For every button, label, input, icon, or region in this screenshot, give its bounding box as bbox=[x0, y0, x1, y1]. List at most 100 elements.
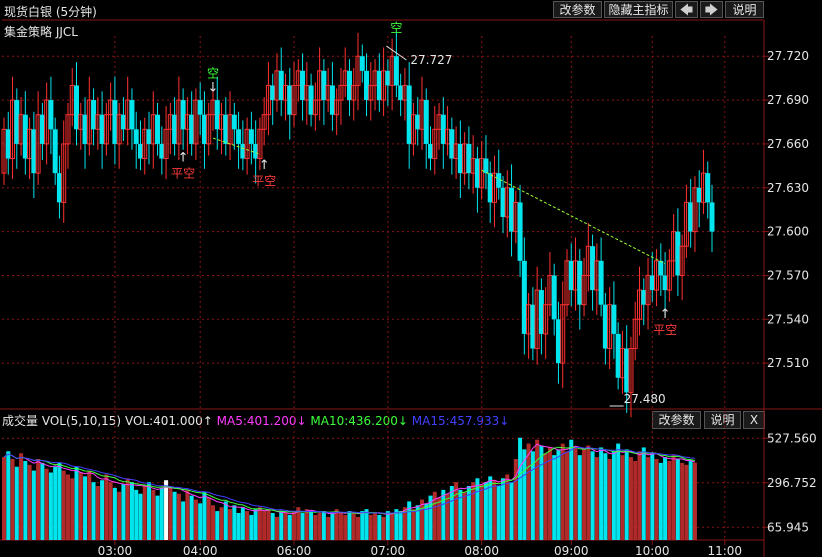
candle-down bbox=[5, 129, 11, 159]
y-tick-label: 27.660 bbox=[767, 137, 809, 151]
candle-down bbox=[346, 70, 352, 101]
candle-down bbox=[180, 100, 186, 130]
volume-bar bbox=[61, 470, 66, 540]
trendline bbox=[212, 137, 261, 155]
candle-down bbox=[189, 114, 195, 144]
candle-down bbox=[223, 114, 229, 144]
candle-down bbox=[146, 129, 152, 144]
candle-up bbox=[632, 318, 638, 350]
candle-down bbox=[22, 114, 28, 159]
volume-bar bbox=[582, 449, 587, 540]
y-tick-label: 27.720 bbox=[767, 49, 809, 63]
volume-bar bbox=[202, 491, 207, 540]
volume-help-button[interactable]: 说明 bbox=[704, 411, 741, 429]
candle-down bbox=[709, 202, 715, 232]
x-tick-label: 06:00 bbox=[277, 544, 312, 557]
ma5-value: MA5:401.200↓ bbox=[216, 414, 307, 428]
volume-bar bbox=[646, 457, 651, 540]
candle-down bbox=[300, 70, 306, 101]
candle-down bbox=[52, 129, 58, 174]
volume-bar bbox=[407, 501, 412, 540]
candle-down bbox=[705, 173, 711, 203]
candle-down bbox=[624, 348, 630, 393]
next-arrow-button[interactable]: 🡆 bbox=[700, 1, 723, 18]
volume-bar bbox=[83, 476, 88, 540]
volume-bar bbox=[577, 455, 582, 540]
volume-bar bbox=[87, 470, 92, 540]
volume-bar bbox=[483, 482, 488, 540]
candle-down bbox=[474, 158, 480, 188]
volume-bar bbox=[398, 511, 403, 540]
candle-up bbox=[666, 260, 672, 291]
volume-bar bbox=[309, 511, 314, 540]
volume-bar bbox=[663, 457, 668, 540]
volume-bar bbox=[449, 486, 454, 540]
candle-down bbox=[82, 114, 88, 144]
candle-down bbox=[236, 129, 242, 144]
candle-down bbox=[159, 143, 165, 159]
candle-down bbox=[74, 85, 80, 130]
volume-bar bbox=[40, 462, 45, 540]
volume-bar bbox=[279, 511, 284, 540]
prev-arrow-button[interactable]: 🡄 bbox=[675, 1, 698, 18]
up-arrow-icon: ↑ bbox=[660, 307, 671, 322]
help-button[interactable]: 说明 bbox=[725, 1, 764, 18]
volume-bar bbox=[129, 482, 134, 540]
volume-bar bbox=[121, 484, 126, 540]
y-tick-label: 27.690 bbox=[767, 93, 809, 107]
volume-bar bbox=[181, 501, 186, 540]
volume-bar bbox=[44, 468, 49, 540]
candle-down bbox=[214, 100, 220, 130]
params-button[interactable]: 改参数 bbox=[553, 1, 602, 18]
candle-down bbox=[509, 187, 515, 232]
volume-bar bbox=[475, 478, 480, 540]
candle-down bbox=[120, 114, 126, 130]
candle-down bbox=[483, 158, 489, 174]
volume-bar bbox=[287, 514, 292, 540]
candle-down bbox=[308, 85, 314, 115]
volume-params-button[interactable]: 改参数 bbox=[652, 411, 701, 429]
volume-bar bbox=[147, 482, 152, 540]
volume-bar bbox=[185, 489, 190, 540]
candle-down bbox=[641, 290, 647, 305]
volume-bar bbox=[300, 513, 305, 540]
volume-bar bbox=[292, 511, 297, 540]
candle-up bbox=[193, 99, 199, 145]
volume-bar bbox=[411, 509, 416, 540]
candle-down bbox=[590, 246, 596, 291]
candle-down bbox=[466, 143, 472, 174]
candle-down bbox=[14, 100, 20, 144]
volume-bar bbox=[526, 443, 531, 540]
volume-bar bbox=[680, 462, 685, 540]
volume-bar bbox=[19, 453, 24, 540]
candle-down bbox=[649, 275, 655, 291]
y-tick-label: 27.540 bbox=[767, 312, 809, 326]
candle-down bbox=[137, 143, 143, 159]
volume-bar bbox=[100, 480, 105, 540]
candle-down bbox=[385, 70, 391, 86]
candle-down bbox=[538, 290, 544, 334]
volume-bar bbox=[206, 497, 211, 540]
volume-bar bbox=[530, 451, 535, 540]
volume-bar bbox=[10, 459, 15, 540]
volume-bar bbox=[198, 503, 203, 540]
y-tick-label: 27.600 bbox=[767, 225, 809, 239]
volume-bar bbox=[168, 486, 173, 540]
volume-bar bbox=[134, 489, 139, 540]
signal-cover-label: 平空 bbox=[653, 323, 677, 337]
volume-bar bbox=[31, 470, 36, 540]
volume-bar bbox=[108, 482, 113, 540]
ma15-line bbox=[3, 446, 695, 514]
volume-bar bbox=[36, 459, 41, 540]
candle-up bbox=[65, 114, 71, 145]
volume-bar bbox=[360, 511, 365, 540]
volume-bar bbox=[215, 511, 220, 540]
volume-bar bbox=[364, 509, 369, 540]
volume-bar bbox=[611, 451, 616, 540]
volume-bar bbox=[6, 451, 11, 540]
volume-bar bbox=[522, 449, 527, 540]
candle-down bbox=[364, 70, 370, 101]
hide-indicator-button[interactable]: 隐藏主指标 bbox=[604, 1, 673, 18]
volume-bar bbox=[53, 466, 58, 540]
candle-up bbox=[163, 128, 169, 160]
